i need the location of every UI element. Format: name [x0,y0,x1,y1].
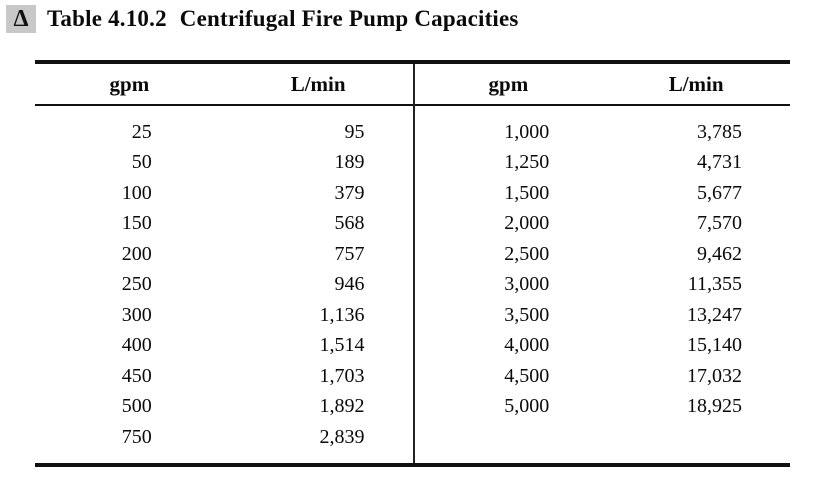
table-cell: 189 [334,151,365,174]
table-cell: 1,500 [504,181,550,204]
table-cell: 3,500 [504,303,550,326]
table-cell: 2,839 [319,425,365,448]
table-cell: 757 [334,242,365,265]
table-cell: 17,032 [687,364,742,387]
table-row: 1,250 4,731 [415,148,791,179]
table-body: gpm L/min 25 95 50 189 100 379 150 568 200 757 250… [35,64,790,463]
table-cell: 3,000 [504,273,550,296]
table-cell: 150 [121,212,152,235]
table-cell: 2,500 [504,242,550,265]
table-row: 1,000 3,785 [415,117,791,148]
table-row: 100 379 [35,178,413,209]
table-caption-text: Table 4.10.2 Centrifugal Fire Pump Capaci… [47,6,519,32]
table-cell: 4,000 [504,334,550,357]
table-cell: 11,355 [687,273,742,296]
table-cell: 250 [121,273,152,296]
table-row: 200 757 [35,239,413,270]
table-row: 3,000 11,355 [415,270,791,301]
table-row: 4,500 17,032 [415,361,791,392]
table-cell: 15,140 [687,334,742,357]
table-cell: 379 [334,181,365,204]
table-cell: 13,247 [687,303,742,326]
left-rows: 25 95 50 189 100 379 150 568 200 757 250 946 300 1,13… [35,106,413,463]
table-cell: 3,785 [697,120,742,143]
left-header-row: gpm L/min [35,64,413,106]
table-row: 750 2,839 [35,422,413,453]
table-row: 400 1,514 [35,331,413,362]
column-header-gpm: gpm [488,71,529,96]
table-cell: 5,000 [504,395,550,418]
table-row: 450 1,703 [35,361,413,392]
table-number: Table 4.10.2 [47,6,167,31]
table-cell: 946 [334,273,365,296]
table-row: 4,000 15,140 [415,331,791,362]
table-cell: 18,925 [687,395,742,418]
right-header-row: gpm L/min [414,64,790,106]
table-row: 300 1,136 [35,300,413,331]
table-row: 150 568 [35,209,413,240]
table-cell: 750 [121,425,152,448]
table-cell: 1,892 [319,395,365,418]
table-row: 500 1,892 [35,392,413,423]
column-header-lmin: L/min [290,71,346,96]
table-row: 1,500 5,677 [415,178,791,209]
table-row: 5,000 18,925 [415,392,791,423]
table-cell: 200 [121,242,152,265]
right-rows: 1,000 3,785 1,250 4,731 1,500 5,677 2,000 7,570… [415,106,791,432]
table-row: 50 189 [35,148,413,179]
table-cell: 25 [131,120,152,143]
table-caption: Δ Table 4.10.2 Centrifugal Fire Pump Capa… [6,5,519,33]
table-right-half: gpm L/min 1,000 3,785 1,250 4,731 1,500 5,677… [412,64,791,463]
table-cell: 4,500 [504,364,550,387]
table-row: 2,500 9,462 [415,239,791,270]
table-row: 2,000 7,570 [415,209,791,240]
column-header-gpm: gpm [109,71,150,96]
capacity-table: gpm L/min 25 95 50 189 100 379 150 568 200 757 250… [35,60,790,467]
delta-glyph: Δ [13,6,29,32]
table-top-rule [35,60,790,64]
table-cell: 1,514 [319,334,365,357]
table-cell: 9,462 [697,242,742,265]
table-cell: 100 [121,181,152,204]
table-cell: 500 [121,395,152,418]
revision-delta-icon: Δ [6,5,36,33]
table-cell: 2,000 [504,212,550,235]
table-cell: 1,136 [319,303,365,326]
table-cell: 7,570 [697,212,742,235]
table-left-half: gpm L/min 25 95 50 189 100 379 150 568 200 757 250… [35,64,413,463]
column-header-lmin: L/min [668,71,724,96]
table-cell: 1,250 [504,151,550,174]
table-row: 3,500 13,247 [415,300,791,331]
table-cell: 450 [121,364,152,387]
table-title: Centrifugal Fire Pump Capacities [179,6,519,31]
table-row: 25 95 [35,117,413,148]
table-cell: 95 [344,120,365,143]
table-cell: 4,731 [697,151,742,174]
table-cell: 1,703 [319,364,365,387]
table-cell: 50 [131,151,152,174]
table-row: 250 946 [35,270,413,301]
table-cell: 300 [121,303,152,326]
table-cell: 568 [334,212,365,235]
table-bottom-rule [35,462,790,467]
table-cell: 400 [121,334,152,357]
table-cell: 1,000 [504,120,550,143]
table-cell: 5,677 [697,181,742,204]
